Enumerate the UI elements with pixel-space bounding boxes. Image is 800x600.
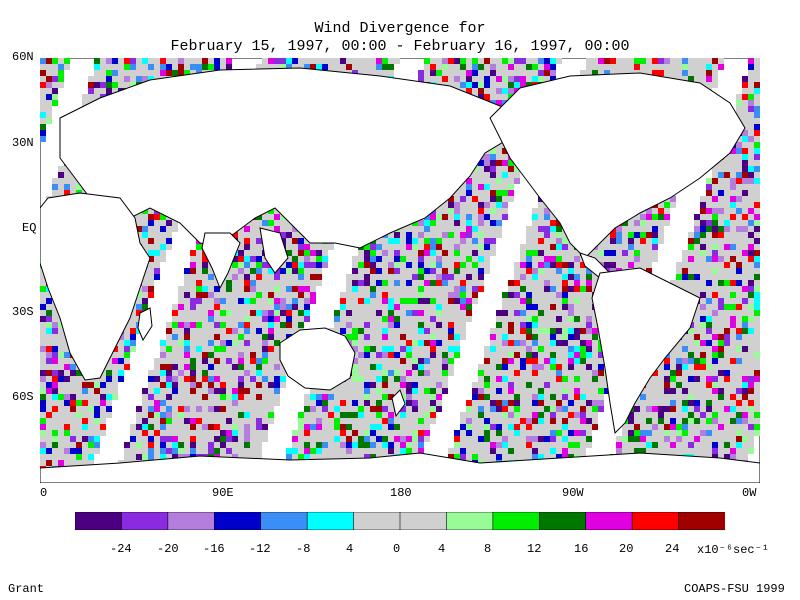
map-title-line1: Wind Divergence for (314, 20, 486, 37)
footer-credit: COAPS-FSU 1999 (684, 582, 785, 596)
colorbar-swatch (492, 512, 541, 530)
colorbar-unit-label: x10⁻⁶sec⁻¹ (697, 543, 770, 557)
madagascar-landmass (137, 307, 153, 342)
new-zealand-landmass (391, 389, 406, 418)
colorbar-tick: -20 (157, 542, 179, 556)
colorbar-swatch (446, 512, 494, 530)
india-landmass (201, 232, 241, 290)
colorbar-tick: 4 (438, 542, 446, 556)
colorbar-swatch (538, 512, 587, 530)
lon-label-0: 0 (40, 486, 48, 500)
africa-landmass (40, 192, 151, 381)
wind-divergence-map (40, 58, 760, 483)
colorbar-tick: 12 (527, 542, 542, 556)
lat-label-30n: 30N (12, 136, 34, 150)
antarctica-landmass (40, 452, 760, 483)
lat-label-60s: 60S (12, 390, 34, 404)
colorbar-swatch (213, 512, 262, 530)
lon-label-90w: 90W (562, 486, 584, 500)
colorbar-tick: 0 (393, 542, 401, 556)
colorbar-swatch (167, 512, 216, 530)
land-masses (40, 67, 760, 483)
footer-author: Grant (8, 582, 45, 596)
colorbar-tick: -8 (296, 542, 311, 556)
colorbar-tick: -16 (203, 542, 225, 556)
colorbar-swatch (399, 512, 448, 530)
colorbar-tick: 20 (619, 542, 634, 556)
lon-label-180: 180 (390, 486, 412, 500)
colorbar-swatch (260, 512, 308, 530)
lon-label-90e: 90E (212, 486, 234, 500)
lon-label-0w: 0W (742, 486, 757, 500)
colorbar-swatch (75, 512, 123, 530)
colorbar-tick: 24 (665, 542, 680, 556)
colorbar-tick: 16 (574, 542, 589, 556)
colorbar-swatch (678, 512, 725, 530)
colorbar-swatch (631, 512, 680, 530)
north-america-landmass (489, 72, 746, 259)
colorbar-swatch (121, 512, 169, 530)
lat-label-30s: 30S (12, 305, 34, 319)
colorbar-tick: 8 (484, 542, 492, 556)
colorbar-tick: 4 (346, 542, 354, 556)
colorbar-swatch (353, 512, 401, 530)
colorbar (75, 512, 725, 530)
southeast-asia-landmass (259, 227, 289, 274)
australia-landmass (279, 327, 356, 391)
south-america-landmass (591, 267, 701, 435)
lat-label-eq: EQ (22, 221, 37, 235)
colorbar-tick: -12 (249, 542, 271, 556)
colorbar-tick: -24 (110, 542, 132, 556)
colorbar-swatch (306, 512, 355, 530)
colorbar-swatch (585, 512, 633, 530)
map-title-line2: February 15, 1997, 00:00 - February 16, … (170, 38, 630, 55)
lat-label-60n: 60N (12, 50, 34, 64)
